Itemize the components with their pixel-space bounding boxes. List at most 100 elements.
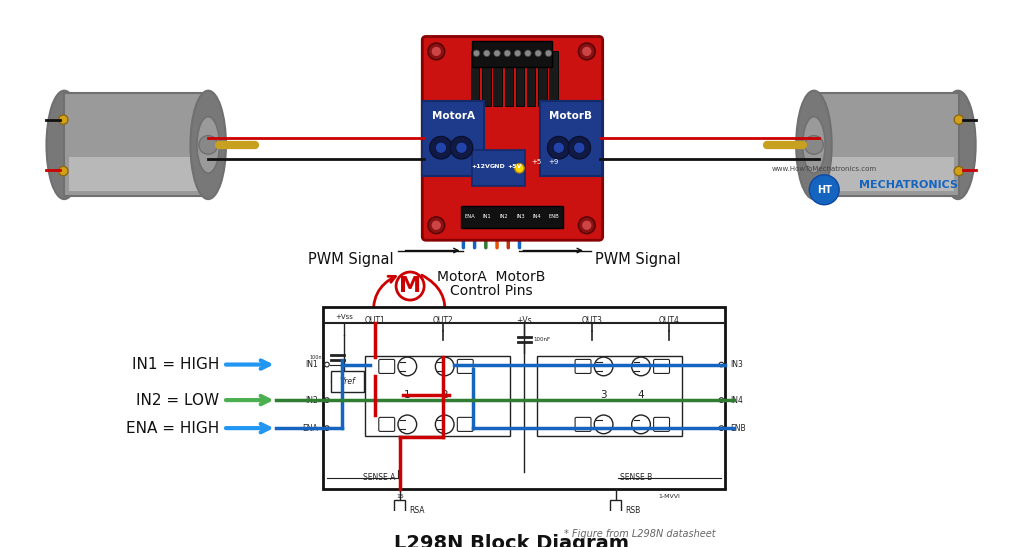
Circle shape	[515, 164, 524, 173]
Text: Control Pins: Control Pins	[451, 284, 532, 298]
Circle shape	[396, 272, 424, 300]
Text: HT: HT	[817, 185, 831, 195]
Circle shape	[805, 136, 823, 154]
Bar	[324, 307, 725, 489]
Text: 4: 4	[638, 391, 644, 400]
Text: 100nF: 100nF	[310, 354, 325, 359]
Text: 15: 15	[396, 494, 403, 499]
Text: 1-MVVI: 1-MVVI	[658, 494, 680, 499]
Text: M: M	[399, 276, 421, 296]
Text: IN4: IN4	[731, 395, 743, 405]
Circle shape	[58, 166, 68, 176]
Circle shape	[954, 115, 964, 124]
Circle shape	[579, 43, 595, 60]
Circle shape	[494, 50, 501, 56]
Text: +9: +9	[548, 159, 558, 165]
FancyBboxPatch shape	[472, 150, 525, 186]
FancyBboxPatch shape	[472, 41, 552, 67]
Circle shape	[535, 50, 542, 56]
FancyBboxPatch shape	[575, 417, 591, 432]
Text: 3: 3	[600, 391, 607, 400]
Circle shape	[579, 217, 595, 234]
Circle shape	[456, 142, 467, 153]
Ellipse shape	[197, 117, 219, 173]
Text: SENSE B: SENSE B	[621, 473, 652, 482]
Text: ENA: ENA	[302, 423, 317, 433]
Text: OUT2: OUT2	[432, 316, 454, 325]
Text: * Figure from L298N datasheet: * Figure from L298N datasheet	[564, 529, 716, 539]
Bar	[69, 157, 205, 191]
Circle shape	[483, 50, 490, 56]
Text: IN2 = LOW: IN2 = LOW	[136, 393, 219, 408]
Bar	[610, 500, 622, 521]
Text: IN3: IN3	[731, 360, 743, 369]
Bar	[471, 51, 479, 106]
Text: OUT1: OUT1	[365, 316, 385, 325]
Text: L298N Block Diagram: L298N Block Diagram	[394, 534, 630, 547]
Bar	[818, 157, 954, 191]
Text: 2: 2	[441, 391, 449, 400]
Circle shape	[431, 46, 441, 56]
FancyBboxPatch shape	[458, 417, 473, 432]
Text: SENSE A: SENSE A	[364, 473, 395, 482]
Circle shape	[199, 136, 217, 154]
Bar	[550, 51, 558, 106]
Text: www.HowToMechatronics.com: www.HowToMechatronics.com	[772, 166, 877, 172]
Circle shape	[568, 137, 591, 159]
Circle shape	[594, 357, 613, 376]
FancyBboxPatch shape	[422, 101, 484, 176]
FancyBboxPatch shape	[575, 359, 591, 374]
Ellipse shape	[797, 91, 831, 199]
Text: IN2: IN2	[500, 214, 508, 219]
Text: ENA: ENA	[465, 214, 475, 219]
FancyBboxPatch shape	[540, 101, 602, 176]
Circle shape	[435, 142, 446, 153]
Circle shape	[954, 166, 964, 176]
Circle shape	[582, 220, 592, 230]
Text: IN3: IN3	[516, 214, 524, 219]
Bar	[331, 371, 365, 392]
Circle shape	[431, 220, 441, 230]
Circle shape	[435, 357, 454, 376]
Circle shape	[398, 415, 417, 434]
Text: OUT4: OUT4	[658, 316, 680, 325]
Circle shape	[594, 415, 613, 434]
Circle shape	[325, 362, 330, 367]
Ellipse shape	[803, 117, 825, 173]
Circle shape	[473, 50, 480, 56]
Text: +5V: +5V	[508, 164, 522, 169]
Text: ENA = HIGH: ENA = HIGH	[126, 421, 219, 435]
Circle shape	[428, 43, 444, 60]
Bar	[539, 51, 547, 106]
Circle shape	[632, 415, 650, 434]
FancyBboxPatch shape	[379, 359, 394, 374]
Circle shape	[632, 357, 650, 376]
Circle shape	[524, 50, 531, 56]
Text: PWM Signal: PWM Signal	[595, 252, 681, 267]
Text: MECHATRONICS: MECHATRONICS	[859, 180, 957, 190]
Bar	[482, 51, 490, 106]
Circle shape	[325, 398, 330, 403]
Text: RSB: RSB	[625, 506, 640, 515]
Bar	[527, 51, 536, 106]
Text: MotorA: MotorA	[431, 111, 474, 121]
Text: +12V: +12V	[472, 164, 490, 169]
Circle shape	[582, 46, 592, 56]
FancyBboxPatch shape	[422, 37, 603, 240]
Text: ENB: ENB	[731, 423, 746, 433]
Circle shape	[719, 426, 724, 430]
Circle shape	[809, 175, 840, 205]
Circle shape	[58, 115, 68, 124]
Text: IN2: IN2	[305, 395, 317, 405]
FancyBboxPatch shape	[461, 206, 563, 228]
Ellipse shape	[940, 91, 976, 199]
Text: 1: 1	[404, 391, 411, 400]
FancyBboxPatch shape	[653, 359, 670, 374]
Text: 100nF: 100nF	[534, 337, 551, 342]
Circle shape	[504, 50, 511, 56]
Bar	[516, 51, 524, 106]
Circle shape	[451, 137, 473, 159]
Text: RSA: RSA	[410, 506, 425, 515]
Circle shape	[545, 50, 552, 56]
Text: +Vs: +Vs	[516, 316, 531, 325]
